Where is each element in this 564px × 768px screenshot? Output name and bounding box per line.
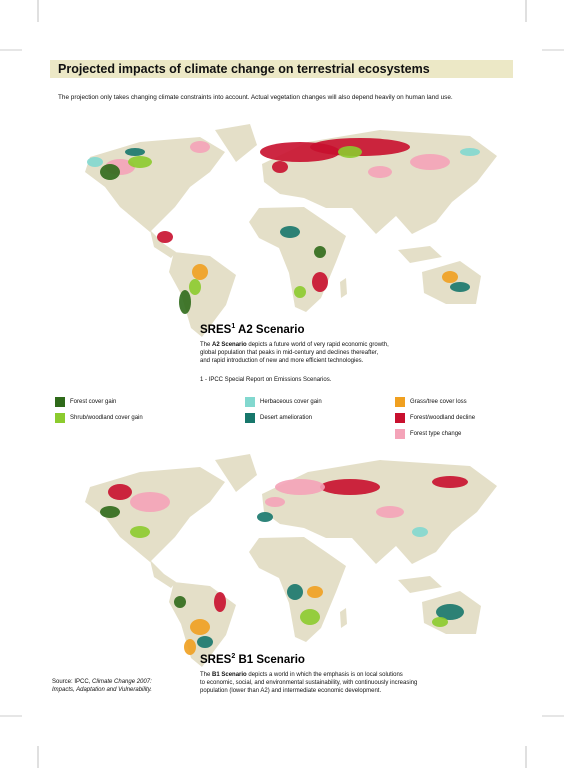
legend-swatch xyxy=(55,397,65,407)
impact-region xyxy=(376,506,404,518)
legend-swatch xyxy=(55,413,65,423)
impact-region xyxy=(100,506,120,518)
landmass xyxy=(398,576,442,593)
impact-region xyxy=(287,584,303,600)
impact-region xyxy=(275,479,325,495)
impact-region xyxy=(130,526,150,538)
title-bar xyxy=(50,60,513,78)
impact-region xyxy=(312,272,328,292)
landmass xyxy=(340,278,347,298)
superscript: 2 xyxy=(231,653,236,660)
impact-region xyxy=(307,586,323,598)
landmass xyxy=(215,124,257,162)
legend-label: Desert amelioration xyxy=(260,415,313,421)
desc-intro: The xyxy=(200,672,211,678)
source: Source: IPCC, Climate Change 2007: Impac… xyxy=(52,678,152,694)
desc-line: depicts a world in which the emphasis is… xyxy=(248,672,403,678)
impact-region xyxy=(412,527,428,537)
desc-line: depicts a future world of very rapid eco… xyxy=(248,342,389,348)
desc-line: population (lower than A2) and intermedi… xyxy=(200,688,382,694)
subtitle: The projection only takes changing clima… xyxy=(58,94,453,101)
legend-swatch xyxy=(395,429,405,439)
footnote: 1 - IPCC Special Report on Emissions Sce… xyxy=(200,377,332,383)
impact-region xyxy=(197,636,213,648)
desc-intro: The xyxy=(200,342,211,348)
source-title: Climate Change 2007: xyxy=(92,679,152,685)
legend-label: Forest type change xyxy=(410,431,462,437)
desc-line: to economic, social, and environmental s… xyxy=(200,680,418,686)
impact-region xyxy=(87,157,103,167)
desc-bold: B1 Scenario xyxy=(212,672,247,678)
landmass xyxy=(340,608,347,628)
legend-swatch xyxy=(245,397,255,407)
impact-region xyxy=(314,246,326,258)
legend-label: Shrub/woodland cover gain xyxy=(70,415,143,421)
impact-region xyxy=(265,497,285,507)
impact-region xyxy=(184,639,196,655)
impact-region xyxy=(100,164,120,180)
scenario-name: A2 Scenario xyxy=(238,323,305,336)
desc-line: global population that peaks in mid-cent… xyxy=(200,350,379,356)
legend-label: Forest/woodland decline xyxy=(410,415,476,421)
landmass xyxy=(150,560,176,588)
impact-region xyxy=(294,286,306,298)
impact-region xyxy=(432,617,448,627)
world-map xyxy=(85,124,497,337)
map-layer xyxy=(85,124,497,337)
impact-region xyxy=(257,512,273,522)
landmass xyxy=(169,252,236,337)
legend-swatch xyxy=(395,397,405,407)
desc-line: and rapid introduction of new and more e… xyxy=(200,358,364,364)
superscript: 1 xyxy=(231,323,236,330)
impact-region xyxy=(157,231,173,243)
impact-region xyxy=(272,161,288,173)
impact-region xyxy=(460,148,480,156)
heading-text: SRES xyxy=(200,323,232,336)
impact-region xyxy=(368,166,392,178)
impact-region xyxy=(190,141,210,153)
impact-region xyxy=(300,609,320,625)
impact-region xyxy=(192,264,208,280)
legend-swatch xyxy=(395,413,405,423)
landmass xyxy=(398,246,442,263)
impact-region xyxy=(436,604,464,620)
impact-region xyxy=(130,492,170,512)
impact-region xyxy=(179,290,191,314)
impact-region xyxy=(128,156,152,168)
legend-swatch xyxy=(245,413,255,423)
impact-region xyxy=(189,279,201,295)
title: Projected impacts of climate change on t… xyxy=(58,62,430,76)
impact-region xyxy=(410,154,450,170)
scenario-heading: SRES1 A2 Scenario xyxy=(200,323,305,336)
legend-label: Grass/tree cover loss xyxy=(410,399,467,405)
world-map xyxy=(85,454,497,667)
impact-region xyxy=(338,146,362,158)
landmass xyxy=(215,454,257,492)
legend-label: Forest cover gain xyxy=(70,399,117,405)
desc-bold: A2 Scenario xyxy=(212,342,247,348)
impact-region xyxy=(450,282,470,292)
landmass xyxy=(150,230,176,258)
impact-region xyxy=(432,476,468,488)
scenario-name: B1 Scenario xyxy=(238,653,305,666)
impact-region xyxy=(310,138,410,156)
impact-region xyxy=(280,226,300,238)
impact-region xyxy=(320,479,380,495)
scenario-heading: SRES2 B1 Scenario xyxy=(200,653,305,666)
impact-region xyxy=(125,148,145,156)
scenario-description: The A2 Scenario depicts a future world o… xyxy=(200,341,389,365)
scenario-description: The B1 Scenario depicts a world in which… xyxy=(200,671,417,695)
heading-text: SRES xyxy=(200,653,232,666)
impact-region xyxy=(174,596,186,608)
impact-region xyxy=(108,484,132,500)
source-prefix: Source: IPCC, xyxy=(52,679,91,685)
impact-region xyxy=(190,619,210,635)
impact-region xyxy=(442,271,458,283)
legend-label: Herbaceous cover gain xyxy=(260,399,322,405)
impact-region xyxy=(214,592,226,612)
source-title: Impacts, Adaptation and Vulnerability. xyxy=(52,687,152,693)
map-layer xyxy=(85,454,497,667)
